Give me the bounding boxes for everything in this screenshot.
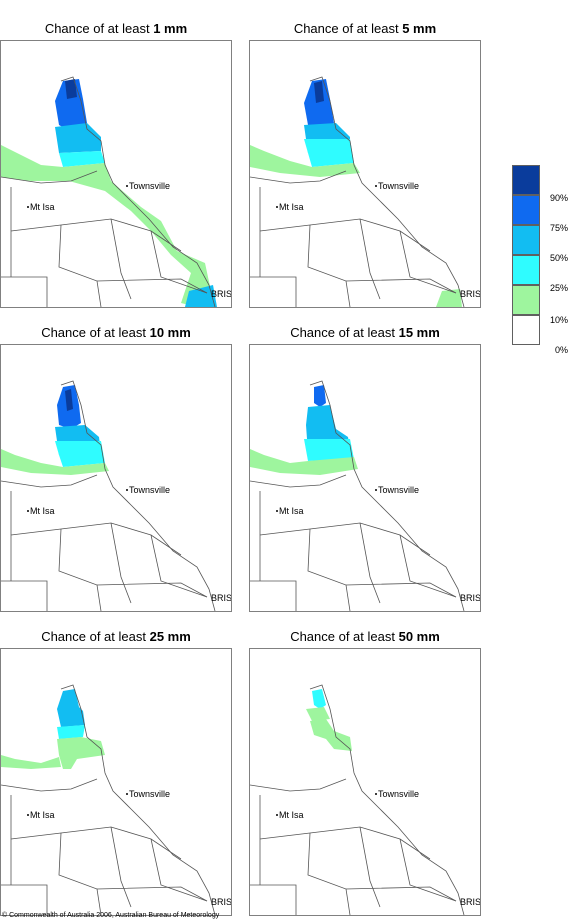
brisbane-label: BRIS bbox=[211, 593, 231, 603]
queensland-map: Townsville Mt Isa BRIS bbox=[249, 40, 481, 308]
legend-swatch-25 bbox=[512, 255, 540, 285]
brisbane-label: BRIS bbox=[211, 289, 231, 299]
legend-label-75: 75% bbox=[549, 223, 568, 233]
mt-isa-label: Mt Isa bbox=[279, 202, 304, 212]
mt-isa-label: Mt Isa bbox=[279, 506, 304, 516]
mt-isa-label: Mt Isa bbox=[30, 810, 55, 820]
mt-isa-label: Mt Isa bbox=[30, 506, 55, 516]
legend-label-10: 10% bbox=[549, 315, 568, 325]
panel-title: Chance of at least 50 mm bbox=[290, 629, 440, 644]
legend-swatch-10 bbox=[512, 285, 540, 315]
mt-isa-label: Mt Isa bbox=[30, 202, 55, 212]
panel-title: Chance of at least 10 mm bbox=[41, 325, 191, 340]
legend-label-50: 50% bbox=[549, 253, 568, 263]
townsville-label: Townsville bbox=[129, 181, 170, 191]
legend-label-90: 90% bbox=[549, 193, 568, 203]
brisbane-label: BRIS bbox=[211, 897, 231, 907]
legend-swatch-75 bbox=[512, 195, 540, 225]
queensland-map: Townsville Mt Isa BRIS bbox=[0, 648, 232, 916]
legend-swatch-90 bbox=[512, 165, 540, 195]
townsville-label: Townsville bbox=[378, 789, 419, 799]
panel-title: Chance of at least 1 mm bbox=[44, 21, 188, 36]
panel-title: Chance of at least 15 mm bbox=[290, 325, 440, 340]
queensland-map: Townsville Mt Isa BRIS bbox=[0, 344, 232, 612]
townsville-label: Townsville bbox=[129, 789, 170, 799]
probability-legend: 90% 75% 50% 25% 10% 0% bbox=[512, 165, 568, 355]
brisbane-label: BRIS bbox=[460, 289, 480, 299]
townsville-label: Townsville bbox=[378, 181, 419, 191]
copyright-footer: © Commonwealth of Australia 2006, Austra… bbox=[2, 912, 220, 919]
panel-title: Chance of at least 25 mm bbox=[41, 629, 191, 644]
legend-swatch-0 bbox=[512, 315, 540, 345]
mt-isa-label: Mt Isa bbox=[279, 810, 304, 820]
legend-label-0: 0% bbox=[554, 345, 568, 355]
panel-title: Chance of at least 5 mm bbox=[293, 21, 437, 36]
townsville-label: Townsville bbox=[378, 485, 419, 495]
legend-swatch-50 bbox=[512, 225, 540, 255]
townsville-label: Townsville bbox=[129, 485, 170, 495]
queensland-map: Townsville Mt Isa BRIS bbox=[249, 344, 481, 612]
queensland-map: Townsville Mt Isa BRIS bbox=[0, 40, 232, 308]
brisbane-label: BRIS bbox=[460, 593, 480, 603]
queensland-map: Townsville Mt Isa BRIS bbox=[249, 648, 481, 916]
legend-label-25: 25% bbox=[549, 283, 568, 293]
brisbane-label: BRIS bbox=[460, 897, 480, 907]
